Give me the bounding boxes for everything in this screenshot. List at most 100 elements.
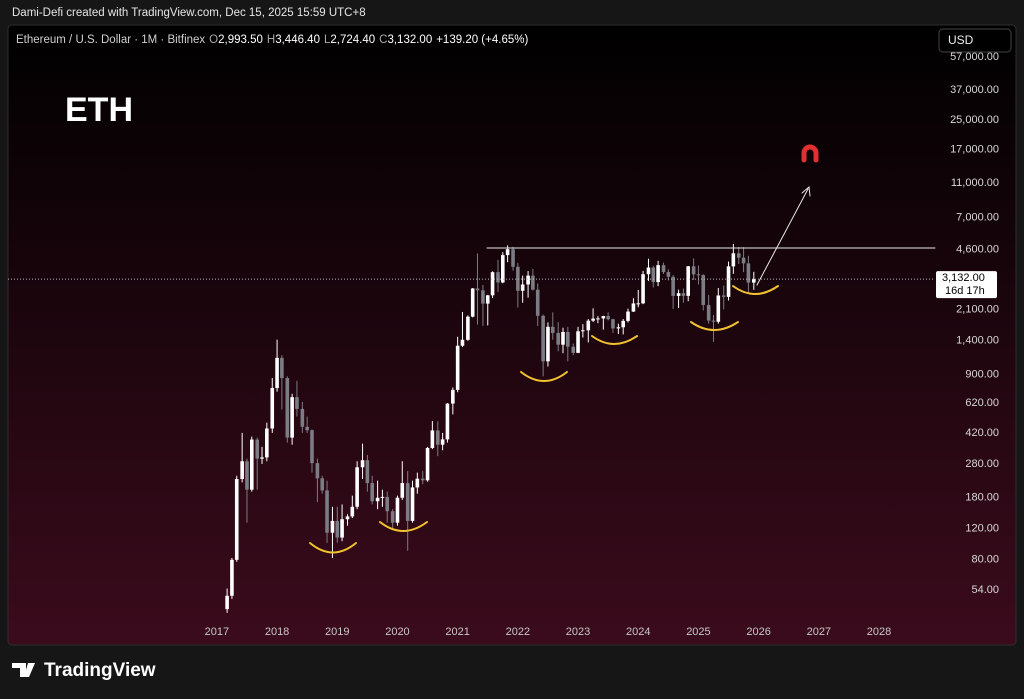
arc <box>309 542 357 554</box>
candle-body <box>671 276 675 296</box>
candle-body <box>626 311 630 321</box>
candle-body <box>290 397 294 438</box>
x-tick-label: 2024 <box>626 626 650 638</box>
arc <box>520 371 568 382</box>
time-axis: 2017 2018 2019 2020 2021 2022 2023 2024 2025 2026… <box>205 626 892 638</box>
candle-body <box>511 249 515 267</box>
candle-body <box>460 339 465 346</box>
candle-body <box>706 304 711 321</box>
candle-body <box>420 478 425 481</box>
key: H <box>267 34 275 46</box>
candle-body <box>285 378 290 438</box>
candle-body <box>616 327 621 329</box>
symbol: Ethereum / U.S. Dollar · 1M · Bitfinex O 2… <box>16 34 528 46</box>
candle-body <box>350 506 355 517</box>
candle-body <box>395 497 400 523</box>
candle-body <box>591 318 595 321</box>
candle-body <box>390 511 395 523</box>
candle-body <box>636 303 641 305</box>
y-tick-label: 37,000.00 <box>950 84 999 96</box>
candle-body <box>315 463 320 479</box>
candle-body <box>596 318 600 320</box>
candle-body <box>280 357 284 379</box>
candle-body <box>681 293 686 296</box>
candle-body <box>746 263 751 283</box>
x-tick-label: 2018 <box>265 626 289 638</box>
candle-body <box>752 279 756 283</box>
y-tick-label: 80.00 <box>971 554 999 566</box>
candle-body <box>676 293 681 296</box>
candle-body <box>455 345 460 390</box>
candle-body <box>606 316 610 320</box>
candle-body <box>360 460 365 468</box>
x-tick-label: 2017 <box>205 626 229 638</box>
price-tag-label: 3,132.00 <box>942 272 985 284</box>
candle-body <box>225 595 229 610</box>
candle-body <box>505 249 510 256</box>
candle-body <box>380 496 385 498</box>
candle-body <box>716 295 721 322</box>
currency-button[interactable] <box>938 28 1012 53</box>
candle-body <box>731 253 736 267</box>
candle-body <box>370 483 374 502</box>
change: +139.20 (+4.65%) <box>436 34 528 46</box>
x-tick-label: 2022 <box>506 626 530 638</box>
candle-body <box>666 272 671 277</box>
x-tick-label: 2020 <box>385 626 409 638</box>
candle-body <box>621 320 625 328</box>
y-tick-label: 17,000.00 <box>950 144 999 156</box>
candle-body <box>270 388 275 429</box>
candle-body <box>435 430 440 445</box>
arrow-head <box>801 186 811 197</box>
candle-body <box>481 290 485 304</box>
price-axis: 54.00 80.00 120.00 180.00 280.00 420.00 620.00… <box>950 51 999 596</box>
bottom-arcs <box>309 285 779 554</box>
candle-body <box>490 272 495 296</box>
y-tick-label: 4,600.00 <box>956 244 999 256</box>
high: 3,446.40 <box>275 34 320 46</box>
legend: Ethereum / U.S. Dollar · 1M · Bitfinex O 2… <box>16 34 528 46</box>
x-tick-label: 2025 <box>686 626 710 638</box>
countdown: 16d 17h <box>945 285 985 297</box>
arc <box>591 335 638 345</box>
brand-logo <box>12 663 35 677</box>
candle-body <box>265 428 269 458</box>
y-tick-label: 25,000.00 <box>950 114 999 126</box>
symbol-name: Ethereum / U.S. Dollar · 1M · Bitfinex <box>16 34 205 46</box>
candle-body <box>340 519 344 538</box>
candle-body <box>691 266 696 275</box>
candle-body <box>581 330 585 332</box>
low: 2,724.40 <box>330 34 375 46</box>
candle-body <box>260 457 264 459</box>
price-tag <box>936 271 997 299</box>
y-tick-label: 54.00 <box>971 584 999 596</box>
candle-body <box>611 319 615 329</box>
currency[interactable]: USD <box>948 33 974 47</box>
key: O <box>209 34 218 46</box>
y-tick-label: 280.00 <box>965 458 999 470</box>
candle-body <box>445 403 450 440</box>
x-tick-label: 2026 <box>746 626 770 638</box>
candle-body <box>721 295 726 297</box>
y-tick-label: 7,000.00 <box>956 212 999 224</box>
candle-body <box>300 408 305 427</box>
candle-body <box>320 478 325 491</box>
candle-body <box>470 288 475 317</box>
candle-body <box>736 253 741 258</box>
candle-body <box>586 320 591 331</box>
x-tick-label: 2019 <box>325 626 349 638</box>
candle-body <box>520 284 525 291</box>
candle-body <box>535 289 540 316</box>
candle-body <box>249 439 254 490</box>
key: L <box>324 34 331 46</box>
candle-body <box>475 288 480 291</box>
key: C <box>379 34 387 46</box>
candle-body <box>451 389 455 404</box>
x-tick-label: 2028 <box>867 626 891 638</box>
y-tick-label: 420.00 <box>965 427 999 439</box>
candle-body <box>701 275 706 305</box>
chart-pane <box>7 24 1017 646</box>
brand-name: TradingView <box>44 660 156 681</box>
